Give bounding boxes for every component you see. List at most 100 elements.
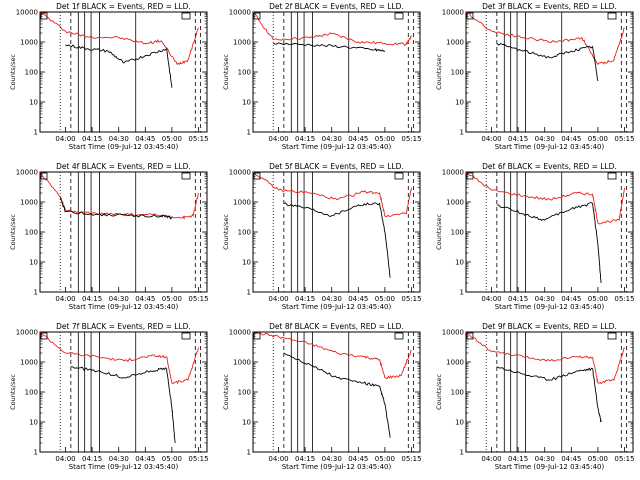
x-tick-label: 04:15: [508, 295, 528, 303]
y-tick-label: 1000: [446, 199, 464, 207]
x-axis-label: Start Time (09-Jul-12 03:45:40): [282, 303, 392, 311]
x-tick-label: 05:15: [614, 135, 634, 143]
y-tick-label: 10000: [229, 169, 251, 177]
corner-marker-box: [394, 172, 404, 180]
x-tick-label: 05:00: [375, 135, 395, 143]
plot-area: [466, 332, 628, 452]
y-tick-label: 1: [34, 289, 38, 297]
chart-panel-5: Det 5f BLACK = Events, RED = LLD. 1 10 100 1…: [222, 162, 422, 311]
x-tick-label: 05:00: [162, 135, 182, 143]
x-axis-label: Start Time (09-Jul-12 03:45:40): [495, 463, 605, 471]
x-tick-label: 04:00: [268, 295, 288, 303]
chart-title: Det 5f BLACK = Events, RED = LLD.: [269, 162, 404, 171]
x-tick-label: 04:15: [508, 135, 528, 143]
x-tick-label: 04:00: [55, 135, 75, 143]
plot-area: [40, 332, 202, 452]
x-axis-label: Start Time (09-Jul-12 03:45:40): [69, 143, 179, 151]
plot-area: [40, 12, 202, 132]
y-tick-label: 100: [451, 69, 464, 77]
y-tick-label: 10: [29, 259, 38, 267]
chart-panel-3: Det 3f BLACK = Events, RED = LLD. 1 10 100 1…: [435, 2, 635, 151]
red-series-line: [40, 332, 199, 385]
x-axis-label: Start Time (09-Jul-12 03:45:40): [69, 303, 179, 311]
x-tick-label: 05:00: [162, 455, 182, 463]
x-axis-label: Start Time (09-Jul-12 03:45:40): [282, 143, 392, 151]
chart-panel-2: Det 2f BLACK = Events, RED = LLD. 1 10 100 1…: [222, 2, 422, 151]
corner-marker-box: [466, 12, 474, 20]
corner-marker-box: [181, 12, 191, 20]
chart-title: Det 9f BLACK = Events, RED = LLD.: [482, 322, 617, 331]
y-axis-label: Counts/sec: [222, 374, 230, 410]
plot-area: [253, 332, 415, 452]
x-tick-label: 04:15: [82, 135, 102, 143]
plot-frame: [252, 11, 421, 133]
corner-marker-box: [394, 332, 404, 340]
x-tick-label: 05:15: [188, 455, 208, 463]
chart-panel-4: Det 4f BLACK = Events, RED = LLD. 1 10 100 1…: [9, 162, 209, 311]
y-tick-label: 100: [25, 389, 38, 397]
x-tick-label: 04:45: [561, 135, 581, 143]
y-axis-label: Counts/sec: [435, 214, 443, 250]
y-tick-label: 10: [29, 99, 38, 107]
y-tick-label: 1000: [233, 39, 251, 47]
plot-area: [466, 172, 628, 292]
chart-title: Det 6f BLACK = Events, RED = LLD.: [482, 162, 617, 171]
y-tick-label: 1: [247, 449, 251, 457]
plot-frame: [465, 11, 634, 133]
x-tick-label: 04:30: [109, 295, 129, 303]
black-series-line: [496, 202, 602, 284]
y-tick-label: 10000: [442, 329, 464, 337]
corner-marker-box: [40, 12, 48, 20]
x-tick-label: 05:15: [401, 295, 421, 303]
y-tick-label: 10: [242, 259, 251, 267]
y-tick-label: 1000: [20, 359, 38, 367]
y-tick-label: 1000: [20, 39, 38, 47]
y-tick-label: 1: [247, 289, 251, 297]
x-tick-label: 04:00: [481, 135, 501, 143]
x-tick-label: 05:00: [375, 295, 395, 303]
plot-area: [253, 12, 415, 132]
red-series-line: [253, 12, 412, 47]
chart-title: Det 1f BLACK = Events, RED = LLD.: [56, 2, 191, 11]
corner-marker-box: [40, 172, 48, 180]
y-tick-label: 1000: [446, 39, 464, 47]
x-tick-label: 05:00: [162, 295, 182, 303]
x-tick-label: 04:30: [535, 135, 555, 143]
red-series-line: [466, 332, 625, 385]
corner-marker-box: [607, 12, 617, 20]
y-tick-label: 10: [242, 99, 251, 107]
chart-title: Det 8f BLACK = Events, RED = LLD.: [269, 322, 404, 331]
y-tick-label: 1: [34, 449, 38, 457]
corner-marker-box: [181, 332, 191, 340]
x-tick-label: 04:45: [561, 455, 581, 463]
y-tick-label: 10: [455, 419, 464, 427]
x-tick-label: 04:00: [55, 295, 75, 303]
x-tick-label: 04:15: [295, 455, 315, 463]
plot-frame: [39, 171, 208, 293]
y-tick-label: 1: [460, 449, 464, 457]
y-tick-label: 1000: [233, 359, 251, 367]
x-tick-label: 04:45: [348, 455, 368, 463]
x-tick-label: 05:15: [614, 295, 634, 303]
corner-marker-box: [40, 332, 48, 340]
chart-title: Det 3f BLACK = Events, RED = LLD.: [482, 2, 617, 11]
plot-area: [40, 172, 202, 292]
x-tick-label: 05:00: [375, 455, 395, 463]
y-tick-label: 10000: [16, 9, 38, 17]
x-tick-label: 04:15: [508, 455, 528, 463]
y-tick-label: 100: [25, 229, 38, 237]
y-tick-label: 100: [238, 389, 251, 397]
y-tick-label: 10000: [229, 329, 251, 337]
x-tick-label: 04:30: [535, 295, 555, 303]
x-tick-label: 05:15: [614, 455, 634, 463]
x-tick-label: 04:15: [82, 295, 102, 303]
x-tick-label: 04:00: [268, 135, 288, 143]
black-series-line: [283, 352, 391, 438]
y-tick-label: 10: [29, 419, 38, 427]
corner-marker-box: [466, 172, 474, 180]
chart-panel-7: Det 7f BLACK = Events, RED = LLD. 1 10 100 1…: [9, 322, 209, 471]
red-series-line: [466, 12, 625, 66]
x-tick-label: 05:00: [588, 295, 608, 303]
x-tick-label: 04:30: [535, 455, 555, 463]
